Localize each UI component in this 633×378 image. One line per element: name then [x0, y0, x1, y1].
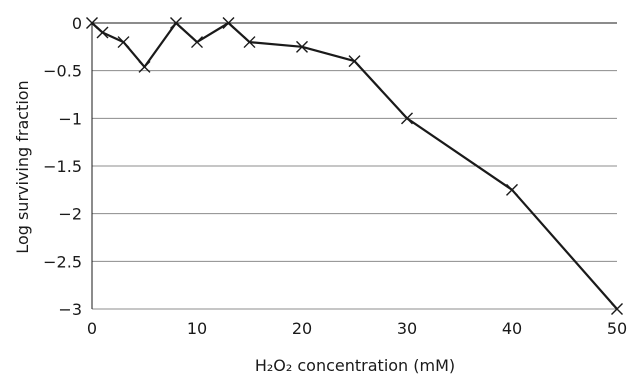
y-tick-label: −2.5: [43, 252, 82, 271]
data-point-marker: [401, 112, 413, 125]
y-tick-label: 0: [72, 14, 82, 33]
x-tick-label: 40: [502, 319, 522, 338]
data-series: [86, 17, 623, 315]
data-point-marker: [296, 40, 308, 53]
y-tick-label: −0.5: [43, 62, 82, 81]
data-point-marker: [243, 36, 256, 49]
x-tick-label: 50: [607, 319, 627, 338]
y-tick-label: −2: [58, 205, 82, 224]
x-axis-title: H₂O₂ concentration (mM): [255, 356, 455, 375]
x-tick-label: 10: [187, 319, 207, 338]
data-point-marker: [96, 26, 109, 39]
data-point-marker: [138, 60, 151, 73]
data-point-marker: [117, 36, 130, 49]
data-point-marker: [86, 17, 98, 29]
axes: [91, 22, 617, 309]
data-point-marker: [611, 303, 623, 315]
gridlines: [92, 70, 617, 310]
data-point-marker: [222, 17, 235, 29]
data-point-marker: [170, 17, 182, 29]
y-tick-labels: 0 −0.5 −1 −1.5 −2 −2.5 −3: [43, 14, 82, 319]
x-tick-labels: 0 10 20 30 40 50: [87, 319, 627, 338]
x-tick-label: 20: [292, 319, 312, 338]
x-tick-label: 0: [87, 319, 97, 338]
y-tick-label: −1.5: [43, 157, 82, 176]
x-tick-label: 30: [397, 319, 417, 338]
data-point-marker: [191, 36, 203, 49]
data-point-marker: [348, 55, 361, 68]
y-tick-label: −3: [58, 300, 82, 319]
data-point-marker: [506, 183, 518, 196]
y-tick-label: −1: [58, 109, 82, 128]
y-axis-title: Log surviving fraction: [13, 80, 32, 253]
